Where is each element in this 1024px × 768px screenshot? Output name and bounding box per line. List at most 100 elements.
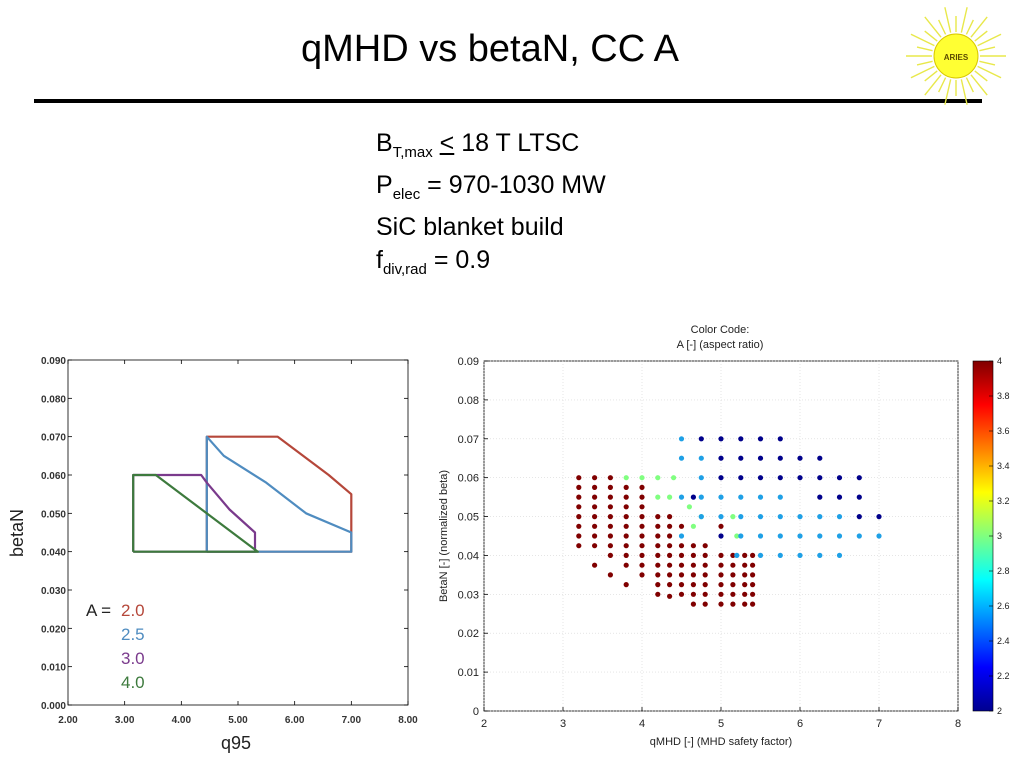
- scatter-point-A4: [718, 582, 724, 588]
- right-x-tick-label: 7: [876, 718, 882, 730]
- scatter-point-A3: [655, 494, 661, 500]
- scatter-point-A2: [817, 455, 823, 461]
- scatter-point-A4: [742, 572, 748, 578]
- left-x-tick-label: 4.00: [172, 715, 192, 726]
- sun-ray: [970, 74, 988, 96]
- left-plot-area: [67, 359, 409, 706]
- param-pelec: Pelec = 970-1030 MW: [376, 171, 606, 203]
- scatter-point-A3: [639, 475, 645, 481]
- sun-ray: [979, 46, 996, 52]
- right-y-axis-label: BetaN [-] (normalized beta): [438, 470, 450, 602]
- scatter-point-A2: [856, 475, 862, 481]
- left-x-axis-label: q95: [221, 733, 251, 753]
- colorbar-tick-label: 3.6: [997, 426, 1010, 436]
- scatter-point-A2: [797, 455, 803, 461]
- left-x-tick-label: 3.00: [115, 715, 135, 726]
- sun-ray: [960, 79, 968, 105]
- scatter-point-A4: [702, 552, 708, 558]
- scatter-point-A2.6: [836, 533, 843, 539]
- scatter-point-A4: [655, 582, 661, 588]
- scatter-point-A3: [671, 475, 677, 481]
- left-y-tick-label: 0.020: [41, 624, 66, 635]
- scatter-point-A4: [607, 533, 613, 539]
- scatter-point-A2.6: [757, 514, 764, 520]
- scatter-point-A4: [678, 572, 685, 578]
- sun-ray: [924, 30, 938, 42]
- scatter-point-A4: [742, 601, 748, 607]
- scatter-point-A2.6: [678, 533, 685, 539]
- scatter-point-A4: [623, 523, 629, 529]
- scatter-point-A2: [777, 475, 783, 481]
- sun-ray: [944, 7, 952, 33]
- scatter-point-A2.6: [718, 514, 724, 520]
- scatter-point-A2: [718, 436, 724, 442]
- aries-sun-logo: ARIES: [906, 7, 1006, 105]
- scatter-point-A2: [738, 475, 744, 481]
- scatter-point-A4: [750, 601, 756, 607]
- legend-entry-2-5: 2.5: [121, 625, 145, 644]
- title-divider: [34, 99, 982, 103]
- sun-ray: [977, 33, 1002, 47]
- scatter-point-A2: [757, 475, 764, 481]
- colorbar-tick-label: 3.2: [997, 496, 1010, 506]
- sun-ray: [979, 60, 996, 66]
- scatter-point-A4: [623, 514, 629, 520]
- scatter-point-A2.6: [777, 533, 783, 539]
- scatter-point-A4: [576, 533, 582, 539]
- param-bfield: BT,max < 18 T LTSC: [376, 129, 580, 161]
- q95-betaN-chart: 2.00 3.00 4.00 5.00 6.00 7.00 8.00 0.000 0.010 0.…: [7, 356, 418, 753]
- scatter-point-A4: [623, 504, 629, 510]
- sun-ray: [938, 19, 947, 35]
- colorbar-tick-label: 3.4: [997, 461, 1010, 471]
- scatter-point-A2.6: [678, 436, 685, 442]
- boundary-A-4-0: [132, 473, 259, 553]
- scatter-point-A4: [667, 533, 673, 539]
- scatter-point-A2: [757, 436, 764, 442]
- scatter-point-A4: [592, 494, 598, 500]
- right-x-tick-label: 4: [639, 718, 645, 730]
- scatter-point-A4: [718, 562, 724, 568]
- scatter-point-A4: [607, 552, 613, 558]
- scatter-point-A4: [623, 552, 629, 558]
- scatter-point-A2: [856, 494, 862, 500]
- param-fdiv: fdiv,rad = 0.9: [376, 246, 491, 278]
- scatter-point-A4: [702, 572, 708, 578]
- scatter-point-A4: [750, 572, 756, 578]
- scatter-point-A3: [690, 523, 696, 529]
- scatter-point-A4: [623, 494, 629, 500]
- sun-ray: [916, 46, 933, 52]
- scatter-point-A4: [678, 543, 685, 549]
- right-x-axis-label: qMHD [-] (MHD safety factor): [650, 736, 792, 748]
- scatter-point-A4: [690, 552, 696, 558]
- scatter-point-A2.6: [757, 533, 764, 539]
- sun-ray: [944, 79, 952, 105]
- scatter-point-A4: [690, 591, 696, 597]
- scatter-point-A4: [576, 504, 582, 510]
- scatter-point-A4: [655, 572, 661, 578]
- scatter-point-A2: [836, 494, 843, 500]
- right-y-tick-label: 0.05: [458, 512, 479, 524]
- right-x-tick-label: 5: [718, 718, 724, 730]
- scatter-point-A2: [690, 494, 696, 500]
- sun-ray: [965, 19, 974, 35]
- scatter-point-A4: [730, 552, 736, 558]
- scatter-point-A4: [576, 514, 582, 520]
- left-y-tick-label: 0.040: [41, 548, 66, 559]
- left-x-tick-label: 5.00: [228, 715, 248, 726]
- scatter-point-A4: [730, 601, 736, 607]
- right-y-tick-label: 0.03: [458, 589, 479, 601]
- scatter-point-A2.6: [797, 533, 803, 539]
- scatter-point-A4: [667, 523, 673, 529]
- scatter-point-A4: [623, 582, 629, 588]
- scatter-point-A4: [639, 514, 645, 520]
- scatter-point-A2: [817, 494, 823, 500]
- scatter-point-A2: [757, 455, 764, 461]
- slide-title: qMHD vs betaN, CC A: [301, 28, 679, 70]
- scatter-point-A4: [623, 533, 629, 539]
- scatter-point-A4: [607, 484, 613, 490]
- scatter-point-A4: [702, 591, 708, 597]
- scatter-point-A4: [678, 582, 685, 588]
- right-y-tick-label: 0.06: [458, 473, 479, 485]
- scatter-point-A2.6: [797, 514, 803, 520]
- right-y-tick-label: 0.08: [458, 395, 479, 407]
